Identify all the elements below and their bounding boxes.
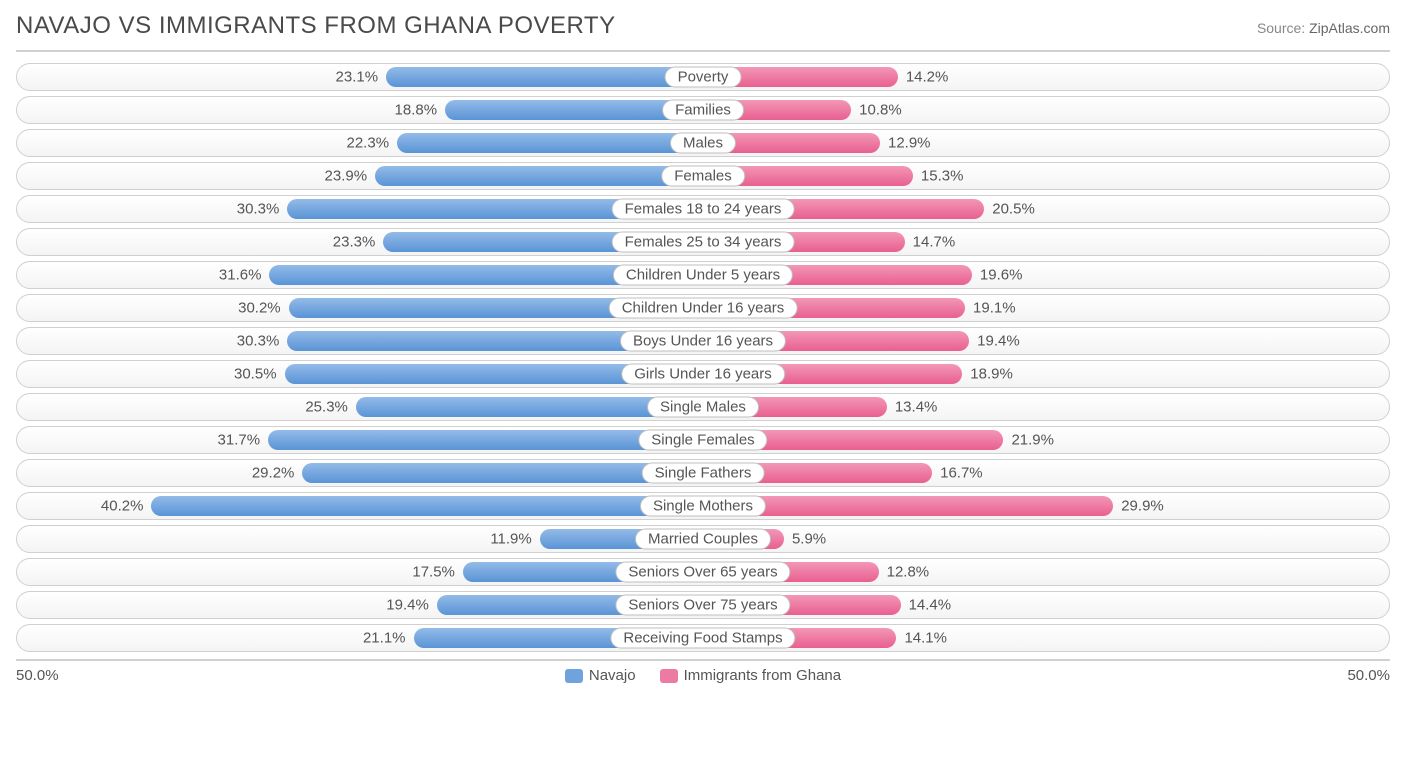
chart-source: Source: ZipAtlas.com bbox=[1257, 20, 1390, 36]
legend-item-left: Navajo bbox=[565, 667, 636, 684]
category-pill: Children Under 5 years bbox=[613, 265, 793, 286]
category-pill: Children Under 16 years bbox=[609, 298, 798, 319]
value-label-left: 30.5% bbox=[234, 366, 277, 383]
category-pill: Single Males bbox=[647, 397, 759, 418]
category-pill: Receiving Food Stamps bbox=[610, 628, 795, 649]
bar-left bbox=[397, 133, 703, 153]
chart-row: 29.2% 16.7% Single Fathers bbox=[16, 459, 1390, 487]
category-pill: Seniors Over 75 years bbox=[615, 595, 790, 616]
value-label-right: 19.4% bbox=[977, 333, 1020, 350]
value-label-right: 13.4% bbox=[895, 399, 938, 416]
value-label-left: 30.3% bbox=[237, 201, 280, 218]
value-label-right: 14.1% bbox=[904, 630, 947, 647]
value-label-left: 30.2% bbox=[238, 300, 281, 317]
value-label-right: 18.9% bbox=[970, 366, 1013, 383]
chart-row: 31.6% 19.6% Children Under 5 years bbox=[16, 261, 1390, 289]
legend-label-left: Navajo bbox=[589, 667, 636, 684]
value-label-right: 16.7% bbox=[940, 465, 983, 482]
category-pill: Families bbox=[662, 100, 744, 121]
value-label-left: 19.4% bbox=[386, 597, 429, 614]
value-label-right: 12.8% bbox=[887, 564, 930, 581]
chart-row: 30.3% 19.4% Boys Under 16 years bbox=[16, 327, 1390, 355]
chart-row: 21.1% 14.1% Receiving Food Stamps bbox=[16, 624, 1390, 652]
category-pill: Females bbox=[661, 166, 745, 187]
category-pill: Poverty bbox=[665, 67, 742, 88]
chart-footer: 50.0% Navajo Immigrants from Ghana 50.0% bbox=[16, 667, 1390, 684]
chart-row: 19.4% 14.4% Seniors Over 75 years bbox=[16, 591, 1390, 619]
axis-right-label: 50.0% bbox=[1347, 667, 1390, 684]
category-pill: Males bbox=[670, 133, 736, 154]
chart-row: 31.7% 21.9% Single Females bbox=[16, 426, 1390, 454]
axis-left-label: 50.0% bbox=[16, 667, 59, 684]
value-label-left: 31.6% bbox=[219, 267, 262, 284]
value-label-right: 15.3% bbox=[921, 168, 964, 185]
value-label-right: 19.1% bbox=[973, 300, 1016, 317]
value-label-left: 21.1% bbox=[363, 630, 406, 647]
value-label-right: 14.4% bbox=[909, 597, 952, 614]
value-label-left: 40.2% bbox=[101, 498, 144, 515]
value-label-right: 29.9% bbox=[1121, 498, 1164, 515]
chart-row: 30.3% 20.5% Females 18 to 24 years bbox=[16, 195, 1390, 223]
chart-row: 22.3% 12.9% Males bbox=[16, 129, 1390, 157]
value-label-right: 10.8% bbox=[859, 102, 902, 119]
value-label-left: 18.8% bbox=[395, 102, 438, 119]
value-label-right: 14.7% bbox=[913, 234, 956, 251]
category-pill: Married Couples bbox=[635, 529, 771, 550]
legend-item-right: Immigrants from Ghana bbox=[660, 667, 842, 684]
chart-row: 40.2% 29.9% Single Mothers bbox=[16, 492, 1390, 520]
value-label-right: 19.6% bbox=[980, 267, 1023, 284]
chart-row: 30.2% 19.1% Children Under 16 years bbox=[16, 294, 1390, 322]
diverging-bar-chart: 23.1% 14.2% Poverty 18.8% 10.8% Families 22.3%… bbox=[16, 50, 1390, 661]
value-label-right: 20.5% bbox=[992, 201, 1035, 218]
value-label-left: 29.2% bbox=[252, 465, 295, 482]
value-label-left: 22.3% bbox=[347, 135, 390, 152]
legend-swatch-left bbox=[565, 669, 583, 683]
chart-row: 30.5% 18.9% Girls Under 16 years bbox=[16, 360, 1390, 388]
legend-swatch-right bbox=[660, 669, 678, 683]
category-pill: Single Mothers bbox=[640, 496, 766, 517]
chart-title: NAVAJO VS IMMIGRANTS FROM GHANA POVERTY bbox=[16, 12, 616, 40]
chart-row: 25.3% 13.4% Single Males bbox=[16, 393, 1390, 421]
value-label-left: 31.7% bbox=[218, 432, 261, 449]
chart-row: 23.9% 15.3% Females bbox=[16, 162, 1390, 190]
chart-row: 23.1% 14.2% Poverty bbox=[16, 63, 1390, 91]
category-pill: Girls Under 16 years bbox=[621, 364, 785, 385]
value-label-left: 23.1% bbox=[336, 69, 379, 86]
category-pill: Females 18 to 24 years bbox=[612, 199, 795, 220]
category-pill: Single Fathers bbox=[642, 463, 765, 484]
category-pill: Females 25 to 34 years bbox=[612, 232, 795, 253]
category-pill: Boys Under 16 years bbox=[620, 331, 786, 352]
chart-row: 11.9% 5.9% Married Couples bbox=[16, 525, 1390, 553]
value-label-left: 25.3% bbox=[305, 399, 348, 416]
legend-label-right: Immigrants from Ghana bbox=[684, 667, 842, 684]
bar-left bbox=[386, 67, 703, 87]
chart-legend: Navajo Immigrants from Ghana bbox=[59, 667, 1348, 684]
value-label-left: 23.9% bbox=[325, 168, 368, 185]
value-label-left: 11.9% bbox=[490, 531, 531, 548]
source-label: Source: bbox=[1257, 20, 1305, 36]
bar-left bbox=[151, 496, 703, 516]
value-label-right: 14.2% bbox=[906, 69, 949, 86]
value-label-left: 17.5% bbox=[412, 564, 455, 581]
value-label-right: 21.9% bbox=[1011, 432, 1054, 449]
category-pill: Single Females bbox=[638, 430, 767, 451]
bar-left bbox=[375, 166, 703, 186]
value-label-right: 5.9% bbox=[792, 531, 826, 548]
source-value: ZipAtlas.com bbox=[1309, 20, 1390, 36]
chart-row: 17.5% 12.8% Seniors Over 65 years bbox=[16, 558, 1390, 586]
value-label-left: 23.3% bbox=[333, 234, 376, 251]
chart-row: 18.8% 10.8% Families bbox=[16, 96, 1390, 124]
category-pill: Seniors Over 65 years bbox=[615, 562, 790, 583]
chart-header: NAVAJO VS IMMIGRANTS FROM GHANA POVERTY … bbox=[16, 12, 1390, 40]
chart-row: 23.3% 14.7% Females 25 to 34 years bbox=[16, 228, 1390, 256]
value-label-right: 12.9% bbox=[888, 135, 931, 152]
value-label-left: 30.3% bbox=[237, 333, 280, 350]
